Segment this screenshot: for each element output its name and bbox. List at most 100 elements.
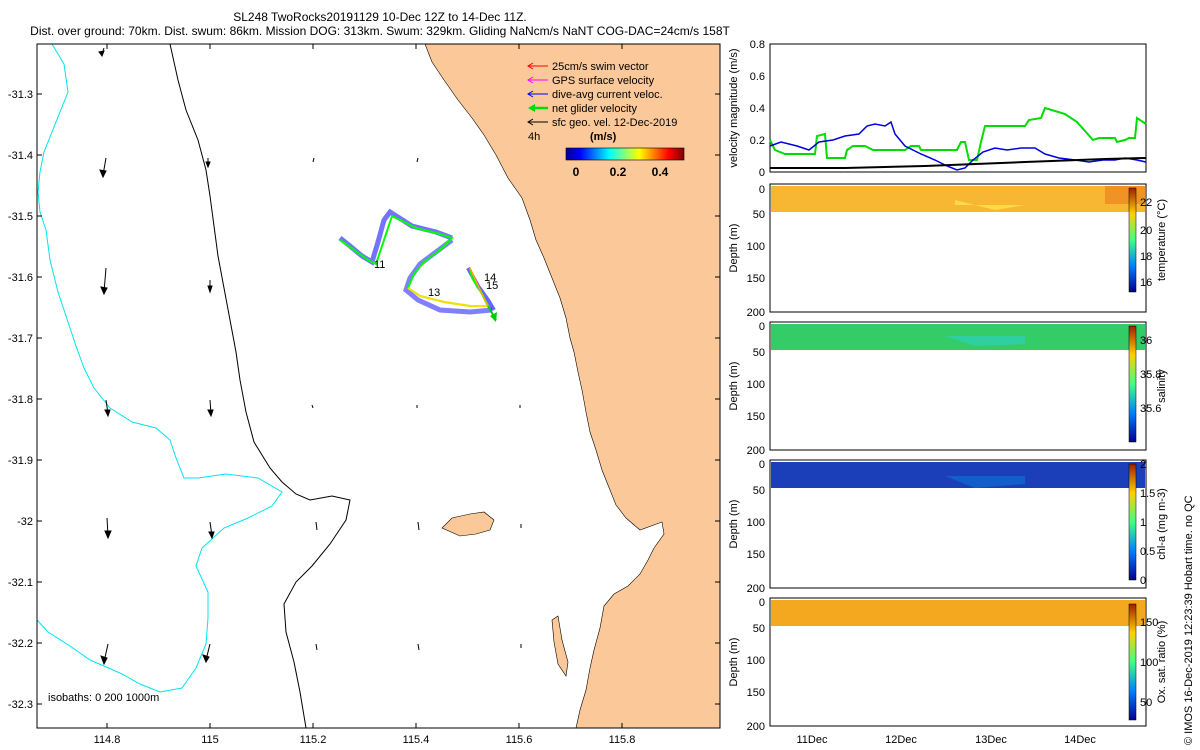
vel-ylabel: velocity magnitude (m/s) — [728, 48, 740, 167]
map-frame — [36, 43, 721, 729]
velocity-series-dac — [769, 120, 1147, 171]
isobath-200m — [169, 44, 351, 728]
legend-swim-vector: 25cm/s swim vector — [527, 61, 649, 73]
depth-tick: 200 — [747, 445, 765, 457]
speed-colorbar: 0 0.2 0.4 — [565, 147, 685, 179]
salinity-panel: 0 50 100 150 200 Depth (m) 35.6 35.8 36 … — [728, 321, 1168, 457]
depth-tick: 150 — [747, 549, 765, 561]
cbar-tick: 36 — [1140, 335, 1152, 347]
cbar-tick: 20 — [1140, 225, 1152, 237]
colorbar-tick: 0.4 — [652, 165, 669, 179]
lon-tick: 115.6 — [506, 734, 533, 746]
cbar-tick: 0.5 — [1140, 546, 1155, 558]
velocity-series-geo — [770, 157, 1147, 169]
lat-tick: -32.3 — [8, 699, 33, 711]
day-markers: 11 13 14 15 — [374, 259, 498, 299]
timeseries-figure: 0.8 0.6 0.4 0.2 0 velocity magnitude (m/… — [728, 39, 1168, 746]
cbar-label: chl-a (mg m-3) — [1156, 488, 1168, 560]
depth-ylabel: Depth (m) — [728, 224, 740, 273]
lat-tick: -32.2 — [8, 638, 33, 650]
vel-ytick: 0.6 — [750, 71, 765, 83]
depth-tick: 150 — [747, 687, 765, 699]
depth-tick: 0 — [759, 597, 765, 609]
page-subtitle: Dist. over ground: 70km. Dist. swum: 86k… — [30, 24, 730, 38]
depth-tick: 50 — [753, 623, 765, 635]
legend-label: 25cm/s swim vector — [552, 61, 649, 73]
page-title: SL248 TwoRocks20191129 10-Dec 12Z to 14-… — [233, 10, 527, 24]
sfc-velocity-arrows — [98, 47, 522, 666]
day-marker: 11 — [374, 259, 385, 271]
cbar-tick: 18 — [1140, 251, 1152, 263]
isobath-1000m — [37, 44, 283, 693]
island-garden — [551, 615, 569, 677]
map-figure: 11 13 14 15 -31.3 -31.4 -31.5 -31.6 -31.… — [8, 43, 721, 746]
date-tick: 11Dec — [797, 734, 828, 746]
cbar-tick: 50 — [1140, 697, 1152, 709]
depth-tick: 150 — [747, 411, 765, 423]
day-marker: 14 — [484, 272, 496, 284]
depth-tick: 200 — [747, 583, 765, 595]
date-tick: 13Dec — [975, 734, 1007, 746]
lat-tick: -31.7 — [8, 333, 33, 345]
lat-tick: -31.6 — [8, 272, 33, 284]
time-step-label: 4h — [528, 131, 540, 143]
legend-dac-velocity: dive-avg current veloc. — [527, 89, 663, 101]
cbar-tick: 35.6 — [1140, 403, 1161, 415]
legend-gps-velocity: GPS surface velocity — [527, 75, 655, 87]
lat-tick: -31.9 — [8, 455, 33, 467]
legend-label: dive-avg current veloc. — [552, 89, 663, 101]
cbar-tick: 35.8 — [1140, 369, 1161, 381]
cbar-tick: 1 — [1140, 517, 1146, 529]
depth-tick: 100 — [747, 241, 765, 253]
lat-tick: -31.3 — [8, 89, 33, 101]
vel-ytick: 0.4 — [750, 103, 765, 115]
depth-tick: 200 — [747, 307, 765, 319]
depth-tick: 50 — [753, 485, 765, 497]
cbar-tick: 22 — [1140, 197, 1152, 209]
legend-label: net glider velocity — [552, 103, 637, 115]
chla-panel: 0 50 100 150 200 Depth (m) 0 0.5 1 1.5 2… — [728, 459, 1168, 595]
cbar-label: Ox. sat. ratio (%) — [1156, 621, 1168, 704]
depth-tick: 50 — [753, 347, 765, 359]
depth-tick: 0 — [759, 459, 765, 471]
velocity-panel: 0.8 0.6 0.4 0.2 0 velocity magnitude (m/… — [728, 39, 1147, 179]
lon-tick: 115.4 — [403, 734, 430, 746]
depth-tick: 150 — [747, 273, 765, 285]
cbar-tick: 0 — [1140, 575, 1146, 587]
legend-net-velocity: net glider velocity — [528, 103, 637, 115]
cbar-tick: 1.5 — [1140, 488, 1155, 500]
lat-tick: -31.5 — [8, 211, 33, 223]
date-tick: 14Dec — [1064, 734, 1096, 746]
imos-stamp: © IMOS 16-Dec-2019 12:23:39 Hobart time.… — [1183, 495, 1195, 745]
cbar-tick: 16 — [1140, 277, 1152, 289]
date-tick: 12Dec — [885, 734, 917, 746]
lon-tick: 114.8 — [94, 734, 121, 746]
cbar-label: salinity — [1156, 369, 1168, 403]
isobath-label: isobaths: 0 200 1000m — [48, 692, 159, 704]
lon-tick-marks — [106, 44, 623, 728]
vel-ytick: 0.8 — [750, 39, 765, 51]
depth-tick: 100 — [747, 379, 765, 391]
cbar-tick: 100 — [1140, 657, 1158, 669]
lon-axis: 114.8 115 115.2 115.4 115.6 115.8 — [94, 734, 636, 746]
day-marker: 15 — [486, 280, 498, 292]
land-area — [424, 44, 720, 728]
legend-label: GPS surface velocity — [552, 75, 655, 87]
vel-ytick: 0.2 — [750, 135, 765, 147]
oxygen-panel: 0 50 100 150 200 Depth (m) 50 100 150 Ox… — [728, 597, 1168, 733]
depth-ylabel: Depth (m) — [728, 638, 740, 687]
cbar-tick: 150 — [1140, 617, 1158, 629]
lat-tick-marks — [37, 93, 720, 705]
date-axis: 11Dec 12Dec 13Dec 14Dec — [797, 734, 1097, 746]
lon-tick: 115.8 — [609, 734, 636, 746]
depth-tick: 0 — [759, 184, 765, 196]
lat-tick: -32 — [17, 516, 33, 528]
lat-axis: -31.3 -31.4 -31.5 -31.6 -31.7 -31.8 -31.… — [8, 89, 33, 711]
cbar-tick: 2 — [1140, 459, 1146, 471]
speed-units: (m/s) — [590, 131, 617, 143]
depth-ylabel: Depth (m) — [728, 500, 740, 549]
legend-label: sfc geo. vel. 12-Dec-2019 — [552, 117, 677, 129]
velocity-series-net — [769, 106, 1147, 161]
lat-tick: -31.8 — [8, 394, 33, 406]
depth-ylabel: Depth (m) — [728, 362, 740, 411]
